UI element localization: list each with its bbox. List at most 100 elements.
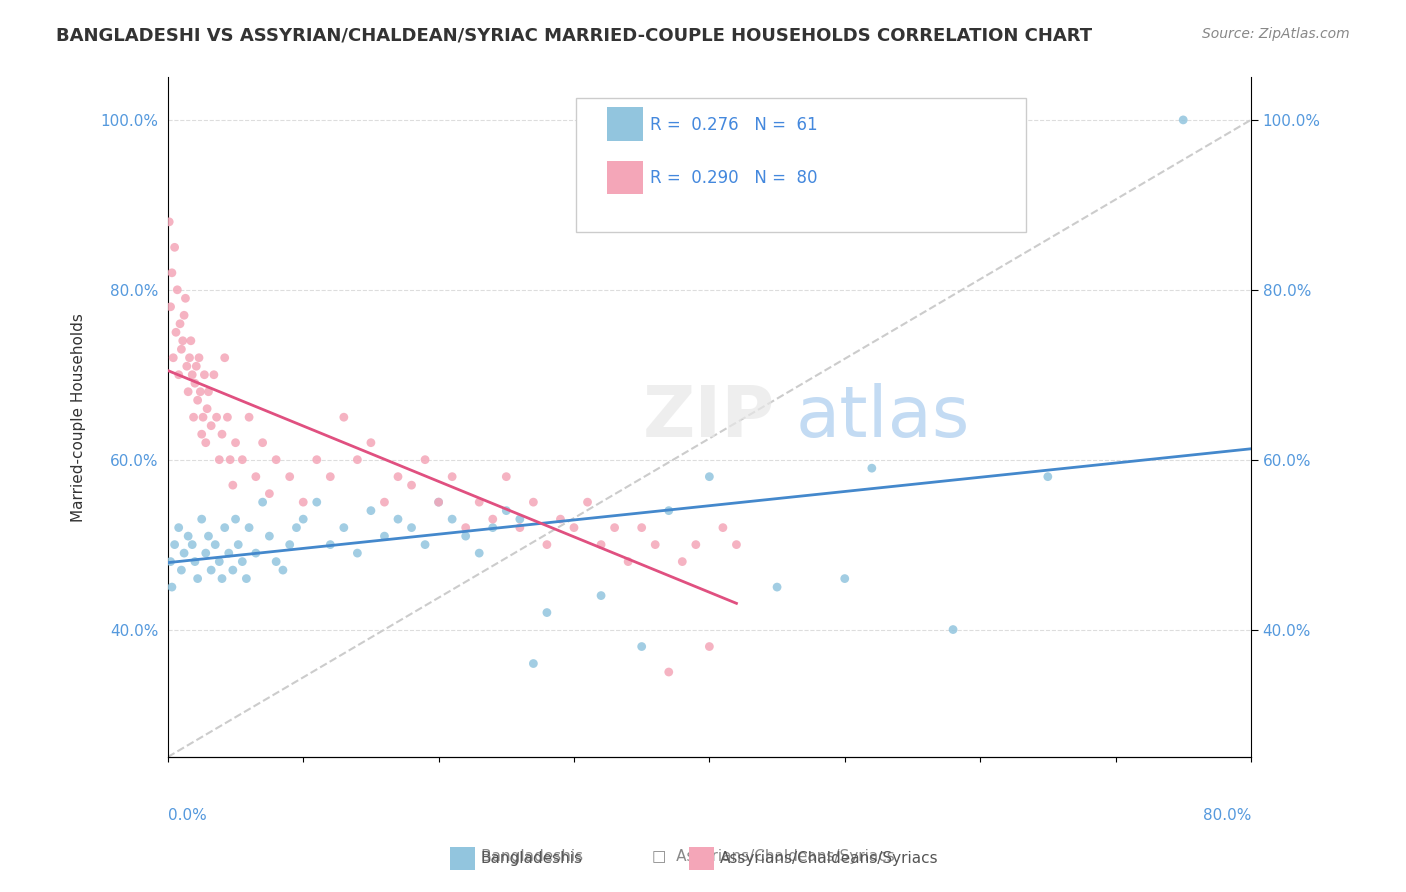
- Point: [197, 529, 219, 543]
- Point: [536, 606, 558, 620]
- Point: [159, 300, 181, 314]
- Point: [305, 495, 328, 509]
- Point: [195, 401, 218, 416]
- Point: [184, 376, 207, 391]
- Point: [187, 572, 209, 586]
- Point: [226, 538, 249, 552]
- Point: [346, 452, 368, 467]
- Point: [190, 427, 212, 442]
- Point: [165, 325, 187, 339]
- Point: [174, 291, 197, 305]
- Point: [180, 334, 202, 348]
- Point: [285, 521, 308, 535]
- Point: [468, 546, 491, 560]
- Point: [219, 452, 242, 467]
- Point: [562, 521, 585, 535]
- Point: [170, 563, 193, 577]
- Point: [942, 623, 965, 637]
- Point: [333, 410, 356, 425]
- Point: [536, 538, 558, 552]
- Point: [179, 351, 201, 365]
- Point: [264, 452, 287, 467]
- Point: [214, 351, 236, 365]
- Point: [1036, 469, 1059, 483]
- Point: [157, 215, 180, 229]
- Point: [162, 351, 184, 365]
- Point: [495, 469, 517, 483]
- Point: [170, 343, 193, 357]
- Point: [671, 555, 693, 569]
- Point: [252, 495, 274, 509]
- Point: [860, 461, 883, 475]
- Point: [173, 546, 195, 560]
- Point: [225, 435, 247, 450]
- Point: [401, 478, 423, 492]
- Point: [188, 351, 211, 365]
- Point: [169, 317, 191, 331]
- Point: [211, 572, 233, 586]
- Point: [231, 555, 253, 569]
- Point: [202, 368, 225, 382]
- Point: [184, 555, 207, 569]
- Point: [166, 283, 188, 297]
- Text: Bangladeshis: Bangladeshis: [481, 851, 583, 865]
- Point: [481, 512, 503, 526]
- Point: [167, 521, 190, 535]
- Point: [173, 308, 195, 322]
- Point: [454, 529, 477, 543]
- Point: [187, 393, 209, 408]
- Y-axis label: Married-couple Households: Married-couple Households: [72, 313, 86, 522]
- Point: [204, 538, 226, 552]
- Point: [188, 384, 211, 399]
- Point: [658, 503, 681, 517]
- Text: atlas: atlas: [796, 383, 970, 451]
- Point: [630, 521, 652, 535]
- Point: [658, 665, 681, 679]
- Point: [197, 384, 219, 399]
- Point: [292, 512, 315, 526]
- Point: [278, 538, 301, 552]
- Point: [238, 410, 260, 425]
- Point: [259, 486, 281, 500]
- Text: BANGLADESHI VS ASSYRIAN/CHALDEAN/SYRIAC MARRIED-COUPLE HOUSEHOLDS CORRELATION CH: BANGLADESHI VS ASSYRIAN/CHALDEAN/SYRIAC …: [56, 27, 1092, 45]
- Point: [208, 452, 231, 467]
- Text: 80.0%: 80.0%: [1202, 808, 1251, 823]
- Point: [401, 521, 423, 535]
- Point: [163, 538, 186, 552]
- Point: [167, 368, 190, 382]
- Point: [319, 538, 342, 552]
- Point: [427, 495, 450, 509]
- Point: [373, 529, 395, 543]
- Point: [205, 410, 228, 425]
- Point: [617, 555, 640, 569]
- Point: [699, 640, 721, 654]
- Text: □  Assyrians/Chaldeans/Syriacs: □ Assyrians/Chaldeans/Syriacs: [652, 849, 894, 863]
- Point: [509, 512, 531, 526]
- Point: [1173, 112, 1195, 127]
- Point: [222, 478, 245, 492]
- Point: [159, 555, 181, 569]
- Point: [591, 538, 613, 552]
- Text: R =  0.276   N =  61: R = 0.276 N = 61: [650, 116, 817, 134]
- Point: [387, 512, 409, 526]
- Point: [441, 512, 464, 526]
- Point: [319, 469, 342, 483]
- Point: [481, 521, 503, 535]
- Point: [194, 546, 217, 560]
- Point: [183, 410, 205, 425]
- Point: [177, 384, 200, 399]
- Point: [292, 495, 315, 509]
- Point: [278, 469, 301, 483]
- Point: [766, 580, 789, 594]
- Point: [271, 563, 294, 577]
- Point: [346, 546, 368, 560]
- Text: R =  0.290   N =  80: R = 0.290 N = 80: [650, 169, 817, 187]
- Point: [630, 640, 652, 654]
- Point: [177, 529, 200, 543]
- Point: [218, 546, 240, 560]
- Point: [200, 563, 222, 577]
- Point: [509, 521, 531, 535]
- Point: [454, 521, 477, 535]
- Point: [495, 503, 517, 517]
- Point: [387, 469, 409, 483]
